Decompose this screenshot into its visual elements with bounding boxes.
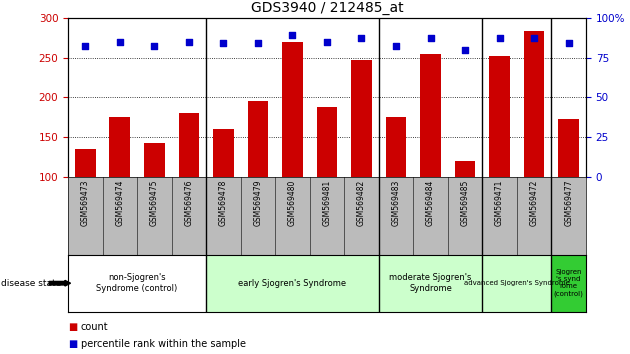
Text: percentile rank within the sample: percentile rank within the sample [81,339,246,349]
Text: Sjogren
's synd
rome
(control): Sjogren 's synd rome (control) [554,269,583,297]
Text: GSM569473: GSM569473 [81,179,90,226]
Text: count: count [81,322,108,332]
Text: disease state: disease state [1,279,62,288]
Text: early Sjogren's Syndrome: early Sjogren's Syndrome [238,279,347,288]
Text: GSM569485: GSM569485 [461,179,469,226]
Point [253,40,263,46]
Bar [75,149,96,257]
Text: GSM569472: GSM569472 [530,179,539,226]
Point [80,44,90,49]
Text: GSM569477: GSM569477 [564,179,573,226]
Bar [213,129,234,257]
Text: GSM569483: GSM569483 [391,179,401,226]
Text: non-Sjogren's
Syndrome (control): non-Sjogren's Syndrome (control) [96,274,178,293]
Bar [317,107,337,257]
Bar [178,113,199,257]
Text: GSM569481: GSM569481 [323,179,331,225]
Text: GSM569471: GSM569471 [495,179,504,226]
Bar [282,41,303,257]
Text: moderate Sjogren's
Syndrome: moderate Sjogren's Syndrome [389,274,472,293]
Bar [558,119,579,257]
Text: advanced Sjogren's Syndrome: advanced Sjogren's Syndrome [464,280,570,286]
Text: GSM569482: GSM569482 [357,179,366,225]
Point [149,44,159,49]
Bar [483,255,551,312]
Bar [524,31,544,257]
Bar [110,117,130,257]
Text: ■: ■ [68,322,77,332]
Point [391,44,401,49]
Point [529,35,539,41]
Text: GSM569475: GSM569475 [150,179,159,226]
Point [460,47,470,52]
Point [357,35,367,41]
Bar [420,53,441,257]
Title: GDS3940 / 212485_at: GDS3940 / 212485_at [251,1,403,15]
Point [495,35,505,41]
Bar [455,161,476,257]
Point [425,35,435,41]
Text: GSM569476: GSM569476 [185,179,193,226]
Bar [144,143,164,257]
Point [322,39,332,44]
Text: GSM569484: GSM569484 [426,179,435,226]
Text: GSM569479: GSM569479 [253,179,263,226]
Bar [386,117,406,257]
Point [115,39,125,44]
Bar [490,56,510,257]
Point [287,32,297,38]
Bar [206,255,379,312]
Text: GSM569474: GSM569474 [115,179,124,226]
Point [564,40,574,46]
Bar [379,255,483,312]
Bar [248,101,268,257]
Bar [551,255,586,312]
Text: GSM569478: GSM569478 [219,179,228,226]
Text: GSM569480: GSM569480 [288,179,297,226]
Text: ■: ■ [68,339,77,349]
Point [219,40,229,46]
Point [184,39,194,44]
Bar [351,60,372,257]
Bar [68,255,206,312]
